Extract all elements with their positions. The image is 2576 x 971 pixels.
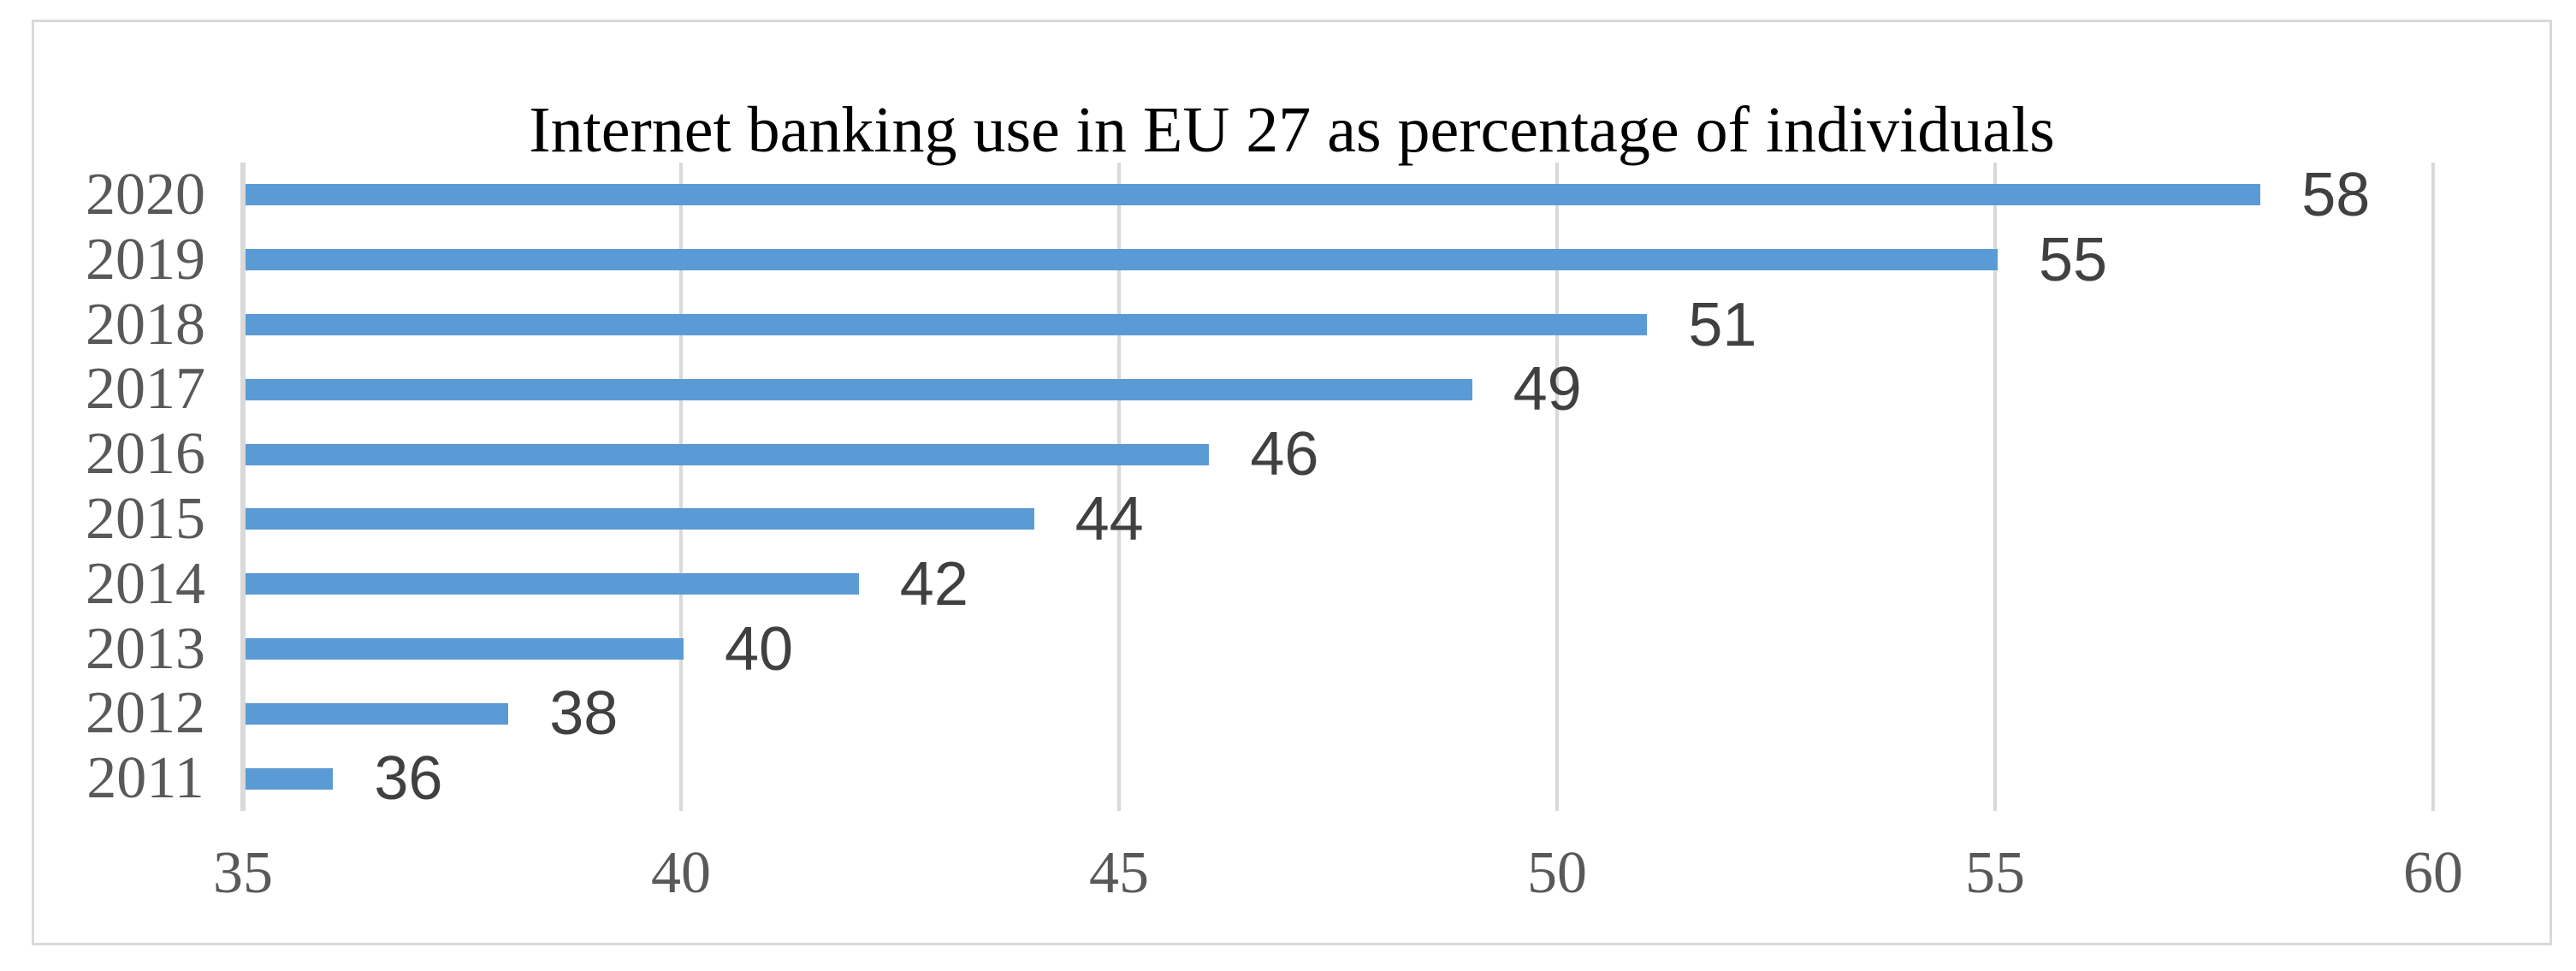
category-label-2019: 2019 bbox=[86, 226, 205, 293]
bar-2012 bbox=[246, 702, 509, 725]
bar-value-label-2019: 55 bbox=[2039, 225, 2108, 294]
gridline-55 bbox=[1993, 163, 1997, 811]
plot-area bbox=[240, 163, 2435, 811]
bar-2015 bbox=[246, 508, 1034, 530]
category-label-2017: 2017 bbox=[86, 356, 205, 423]
bar-2018 bbox=[246, 314, 1648, 335]
bar-2013 bbox=[246, 638, 684, 660]
category-label-2011: 2011 bbox=[86, 745, 204, 812]
bar-value-label-2012: 38 bbox=[549, 679, 619, 749]
category-label-2015: 2015 bbox=[86, 486, 205, 552]
x-tick-label-45: 45 bbox=[1089, 840, 1149, 906]
gridline-45 bbox=[1117, 163, 1121, 811]
category-label-2018: 2018 bbox=[86, 291, 205, 358]
category-label-2014: 2014 bbox=[86, 550, 205, 617]
bar-value-label-2014: 42 bbox=[899, 549, 968, 619]
bar-value-label-2015: 44 bbox=[1075, 485, 1144, 554]
bar-2014 bbox=[246, 573, 859, 595]
x-tick-label-35: 35 bbox=[213, 840, 273, 906]
category-label-2016: 2016 bbox=[86, 421, 205, 488]
bar-value-label-2013: 40 bbox=[725, 614, 794, 684]
gridline-50 bbox=[1555, 163, 1559, 811]
category-label-2013: 2013 bbox=[86, 615, 205, 682]
bar-value-label-2018: 51 bbox=[1688, 290, 1757, 359]
x-tick-label-50: 50 bbox=[1527, 840, 1587, 906]
chart-title: Internet banking use in EU 27 as percent… bbox=[529, 94, 2055, 166]
bar-value-label-2016: 46 bbox=[1250, 420, 1319, 489]
chart-frame: Internet banking use in EU 27 as percent… bbox=[32, 20, 2552, 945]
bar-2016 bbox=[246, 443, 1210, 465]
category-label-2012: 2012 bbox=[86, 680, 205, 747]
y-axis-line bbox=[240, 163, 246, 811]
x-tick-label-55: 55 bbox=[1965, 840, 2025, 906]
bar-value-label-2017: 49 bbox=[1513, 355, 1582, 424]
bar-value-label-2020: 58 bbox=[2301, 161, 2371, 229]
gridline-40 bbox=[679, 163, 683, 811]
bar-2017 bbox=[246, 378, 1472, 400]
bar-2020 bbox=[246, 184, 2261, 206]
x-tick-label-60: 60 bbox=[2403, 840, 2463, 906]
category-label-2020: 2020 bbox=[86, 162, 205, 228]
x-tick-label-40: 40 bbox=[651, 840, 711, 906]
bar-2011 bbox=[246, 767, 334, 790]
bar-2019 bbox=[246, 249, 1998, 271]
bar-value-label-2011: 36 bbox=[374, 744, 443, 814]
gridline-60 bbox=[2431, 163, 2435, 811]
